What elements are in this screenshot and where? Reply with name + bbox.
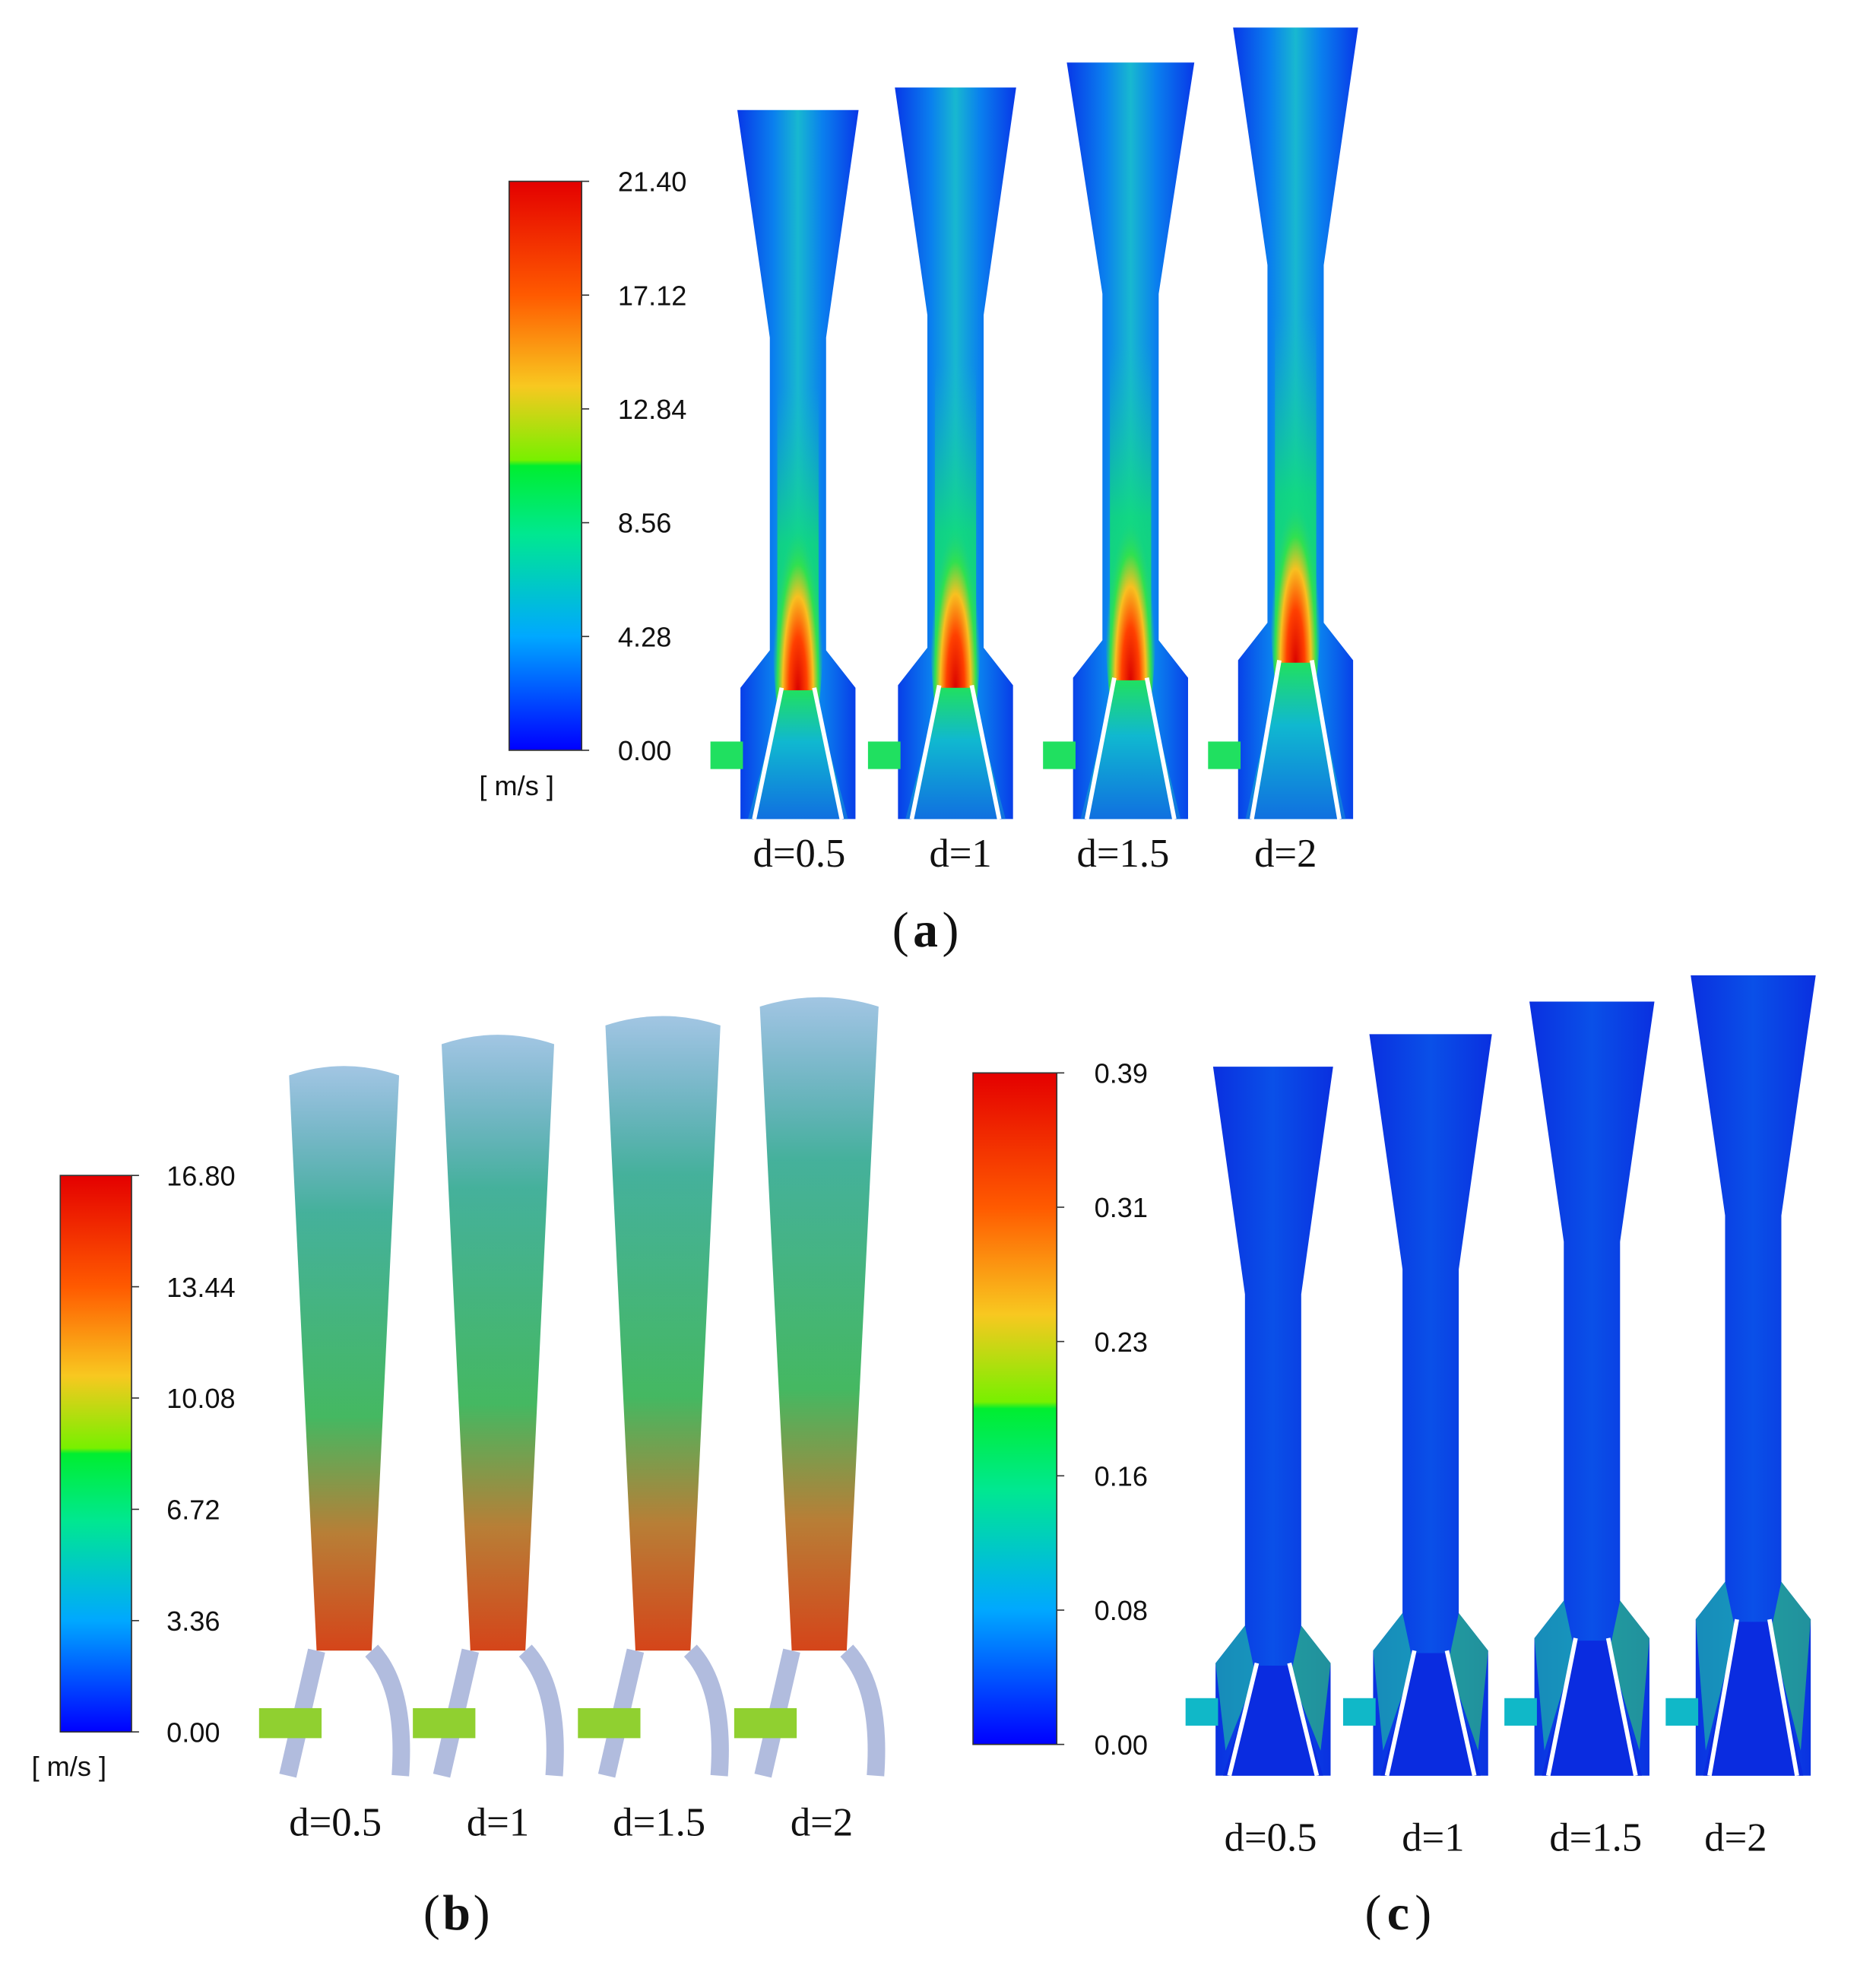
colorbar-tick-label: 0.39	[1095, 1057, 1148, 1089]
colorbar-tick-label: 0.23	[1095, 1327, 1148, 1358]
colorbar-tick-label: 10.08	[166, 1383, 236, 1414]
colorbar-tick-label: 6.72	[166, 1495, 220, 1526]
colorbar-tick-label: 12.84	[618, 394, 687, 425]
case-label: d=2	[1704, 1815, 1767, 1859]
case-label: d=2	[791, 1801, 853, 1845]
case-label: d=0.5	[753, 832, 846, 876]
case-label: d=2	[1254, 832, 1317, 876]
particle-jet	[413, 1035, 564, 1778]
paren-close: )	[1415, 1885, 1431, 1941]
nozzle-contour	[1185, 1067, 1333, 1777]
colorbar	[972, 1072, 1058, 1745]
colorbar-tick-label: 0.00	[618, 735, 671, 766]
colorbar-unit: [ m/s ]	[32, 1751, 106, 1782]
colorbar-tick-label: 0.00	[1095, 1729, 1148, 1761]
nozzle-contour	[1504, 1001, 1655, 1777]
colorbar-unit: [ m/s ]	[479, 770, 553, 801]
paren-open: (	[1364, 1885, 1381, 1941]
colorbar-tick-label: 17.12	[618, 280, 687, 311]
case-label: d=1	[929, 832, 991, 876]
colorbar-tick-label: 16.80	[166, 1160, 236, 1191]
panel-label: b	[442, 1885, 471, 1941]
nozzle-contour	[1665, 975, 1816, 1777]
paren-close: )	[474, 1885, 490, 1941]
nozzle-contour	[1043, 62, 1195, 820]
nozzle-contour	[1208, 27, 1358, 820]
case-label: d=0.5	[1225, 1815, 1317, 1859]
colorbar	[59, 1175, 132, 1733]
particle-jet	[258, 1066, 410, 1778]
panel-label: a	[913, 902, 938, 958]
case-label: d=1.5	[613, 1801, 705, 1845]
case-label: d=0.5	[289, 1801, 382, 1845]
particle-jet	[578, 1016, 729, 1778]
colorbar-tick-label: 3.36	[166, 1606, 220, 1637]
paren-open: (	[423, 1885, 440, 1941]
colorbar-tick-label: 13.44	[166, 1272, 236, 1303]
particle-jet	[734, 997, 886, 1778]
colorbar	[508, 180, 583, 751]
nozzle-contour	[1342, 1034, 1492, 1777]
panel-label: c	[1387, 1885, 1409, 1941]
colorbar-tick-label: 0.08	[1095, 1595, 1148, 1626]
case-label: d=1.5	[1549, 1815, 1642, 1859]
paren-open: (	[892, 902, 909, 958]
colorbar-tick-label: 8.56	[618, 508, 671, 539]
colorbar-tick-label: 0.00	[166, 1717, 220, 1748]
nozzle-contour	[710, 109, 859, 820]
case-label: d=1	[467, 1801, 529, 1845]
colorbar-tick-label: 0.16	[1095, 1460, 1148, 1492]
paren-close: )	[942, 902, 959, 958]
nozzle-contour	[867, 87, 1016, 820]
colorbar-tick-label: 21.40	[618, 166, 687, 198]
colorbar-tick-label: 4.28	[618, 621, 671, 652]
case-label: d=1	[1402, 1815, 1464, 1859]
case-label: d=1.5	[1077, 832, 1170, 876]
colorbar-tick-label: 0.31	[1095, 1192, 1148, 1223]
